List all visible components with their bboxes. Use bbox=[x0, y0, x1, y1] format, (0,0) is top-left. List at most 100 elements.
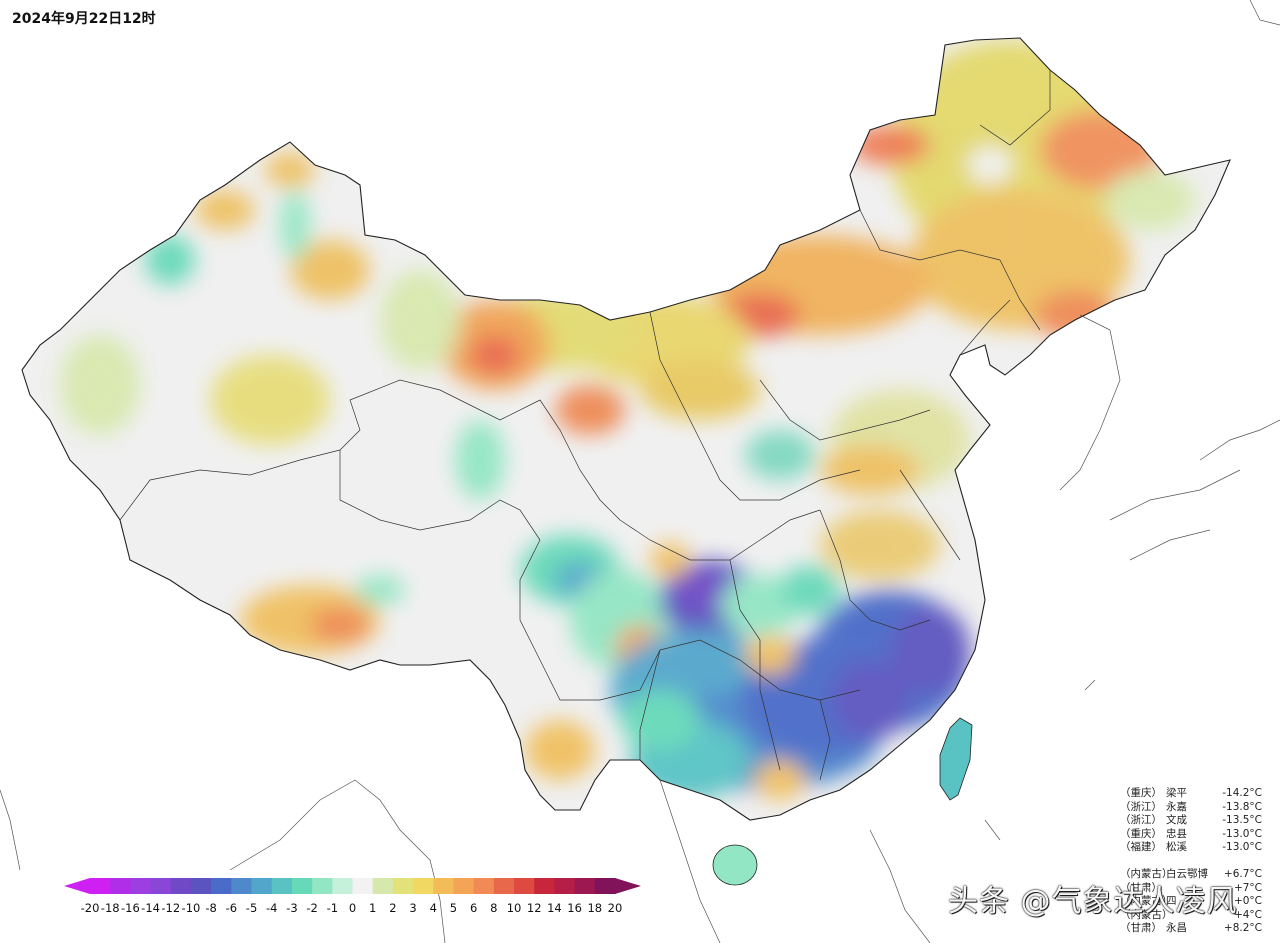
colorbar-swatch bbox=[110, 878, 131, 894]
colorbar-tick-label: -14 bbox=[141, 901, 160, 915]
colorbar-swatch bbox=[170, 878, 192, 894]
colorbar-tick-label: -2 bbox=[306, 901, 318, 915]
station-val: -14.2°C bbox=[1222, 787, 1262, 799]
station-val: -13.0°C bbox=[1222, 841, 1262, 854]
station-prov: （甘肃） bbox=[1120, 922, 1162, 935]
station-name: 松溪 bbox=[1166, 841, 1187, 854]
colorbar-tick-label: 14 bbox=[547, 901, 562, 915]
watermark-text: 头条 @气象达人凌风 bbox=[948, 884, 1238, 919]
hainan-island bbox=[712, 844, 758, 886]
station-row: （重庆） 忠县 -13.0°C bbox=[1120, 828, 1262, 842]
colorbar-tick-label: -8 bbox=[205, 901, 217, 915]
station-prov: （重庆） bbox=[1120, 787, 1162, 799]
colorbar-tick-label: 10 bbox=[506, 901, 522, 915]
station-prov: （浙江） bbox=[1120, 800, 1162, 813]
colorbar-swatch bbox=[372, 878, 394, 894]
station-val: -13.8°C bbox=[1222, 800, 1262, 813]
colorbar-tick-label: -6 bbox=[225, 901, 238, 915]
colorbar-swatch bbox=[554, 878, 576, 894]
station-row: （福建） 松溪 -13.0°C bbox=[1120, 841, 1262, 855]
colorbar-tick-labels: -20 -18 -16 -14 -12 -10 -8 -6 -5 -4 -3 -2 -1 0 1 2 3 4 5 6 8… bbox=[0, 901, 1280, 917]
provincial-borders bbox=[119, 70, 1051, 781]
station-row: （重庆） 梁平 -14.2°C bbox=[1120, 787, 1262, 801]
station-prov: （内蒙古） bbox=[1120, 895, 1173, 908]
station-val: +6.7°C bbox=[1223, 868, 1262, 880]
colorbar-swatch bbox=[190, 878, 212, 894]
colorbar-swatch bbox=[534, 878, 555, 894]
colorbar-tick-label: 5 bbox=[449, 901, 458, 915]
colorbar-swatch bbox=[514, 878, 535, 894]
coldest-stations-list: （重庆） 梁平 -14.2°C （浙江） 永嘉 -13.8°C （浙江） 文成 -13.5°C （… bbox=[1120, 787, 1262, 855]
colorbar-swatch bbox=[90, 878, 111, 894]
station-val: +4°C bbox=[1233, 908, 1262, 921]
colorbar-tick-label: 0 bbox=[348, 901, 357, 915]
colorbar-swatch bbox=[453, 878, 475, 894]
colorbar-arrow-high bbox=[615, 878, 641, 894]
colorbar-tick-label: 4 bbox=[429, 901, 437, 915]
station-row: （浙江） 永嘉 -13.8°C bbox=[1120, 801, 1262, 815]
station-prov: （福建） bbox=[1120, 841, 1162, 854]
station-val: -13.5°C bbox=[1222, 814, 1262, 827]
national-border bbox=[21, 37, 1231, 821]
colorbar-tick-label: -16 bbox=[120, 901, 140, 915]
station-name: 四 bbox=[1166, 895, 1177, 908]
colorbar-tick-label: -1 bbox=[326, 901, 339, 915]
colorbar-swatch bbox=[392, 878, 414, 894]
station-val: +7°C bbox=[1233, 881, 1262, 894]
colorbar-swatch bbox=[271, 878, 293, 894]
colorbar-swatch bbox=[312, 878, 333, 894]
station-prov: （内蒙古） bbox=[1120, 868, 1173, 880]
station-row: （甘肃） +7°C bbox=[1120, 882, 1262, 896]
colorbar-tick-label: 18 bbox=[587, 901, 603, 915]
colorbar-swatch bbox=[594, 878, 616, 894]
station-row: （内蒙古）四 +0°C bbox=[1120, 895, 1262, 909]
colorbar-swatch bbox=[211, 878, 232, 894]
colorbar-swatch bbox=[352, 878, 374, 894]
station-prov: （内蒙古） bbox=[1120, 908, 1173, 921]
colorbar-tick-label: -20 bbox=[80, 901, 100, 915]
station-prov: （甘肃） bbox=[1120, 881, 1162, 894]
colorbar-tick-label: -10 bbox=[181, 901, 201, 915]
station-prov: （浙江） bbox=[1120, 814, 1162, 827]
station-val: +8.2°C bbox=[1223, 922, 1262, 935]
station-name: 永昌 bbox=[1166, 922, 1187, 935]
colorbar-tick-label: 20 bbox=[607, 901, 623, 915]
colorbar bbox=[64, 878, 641, 894]
station-name: 忠县 bbox=[1166, 827, 1187, 840]
station-row: （内蒙古） 白云鄂博 +6.7°C bbox=[1120, 868, 1262, 882]
station-name: 白云鄂博 bbox=[1166, 868, 1208, 880]
taiwan-island bbox=[939, 717, 973, 801]
map-timestamp: 2024年9月22日12时 bbox=[12, 11, 156, 27]
colorbar-tick-label: 16 bbox=[567, 901, 582, 915]
colorbar-swatch bbox=[473, 878, 495, 894]
colorbar-swatch bbox=[332, 878, 353, 894]
colorbar-tick-label: -3 bbox=[286, 901, 298, 915]
station-val: -13.0°C bbox=[1222, 827, 1262, 840]
station-row: （内蒙古） +4°C bbox=[1120, 909, 1262, 923]
colorbar-swatch bbox=[433, 878, 454, 894]
station-name: 文成 bbox=[1166, 814, 1187, 827]
colorbar-swatch bbox=[231, 878, 253, 894]
station-row: （浙江） 文成 -13.5°C bbox=[1120, 814, 1262, 828]
colorbar-swatch bbox=[574, 878, 596, 894]
station-name: 永嘉 bbox=[1166, 800, 1187, 813]
colorbar-tick-label: 6 bbox=[469, 901, 478, 915]
colorbar-swatch bbox=[150, 878, 172, 894]
colorbar-arrow-low bbox=[64, 878, 90, 894]
colorbar-swatch bbox=[251, 878, 273, 894]
station-val: +0°C bbox=[1233, 895, 1262, 908]
colorbar-swatch bbox=[291, 878, 313, 894]
station-prov: （重庆） bbox=[1120, 827, 1162, 840]
station-row: （甘肃） 永昌 +8.2°C bbox=[1120, 922, 1262, 936]
colorbar-tick-label: -12 bbox=[161, 901, 181, 915]
colorbar-tick-label: -18 bbox=[100, 901, 120, 915]
colorbar-tick-label: 2 bbox=[389, 901, 397, 915]
colorbar-swatch bbox=[493, 878, 515, 894]
colorbar-tick-label: 8 bbox=[490, 901, 498, 915]
colorbar-swatch bbox=[130, 878, 152, 894]
station-name: 梁平 bbox=[1166, 787, 1187, 799]
colorbar-tick-label: 12 bbox=[526, 901, 542, 915]
colorbar-tick-label: -5 bbox=[245, 901, 258, 915]
